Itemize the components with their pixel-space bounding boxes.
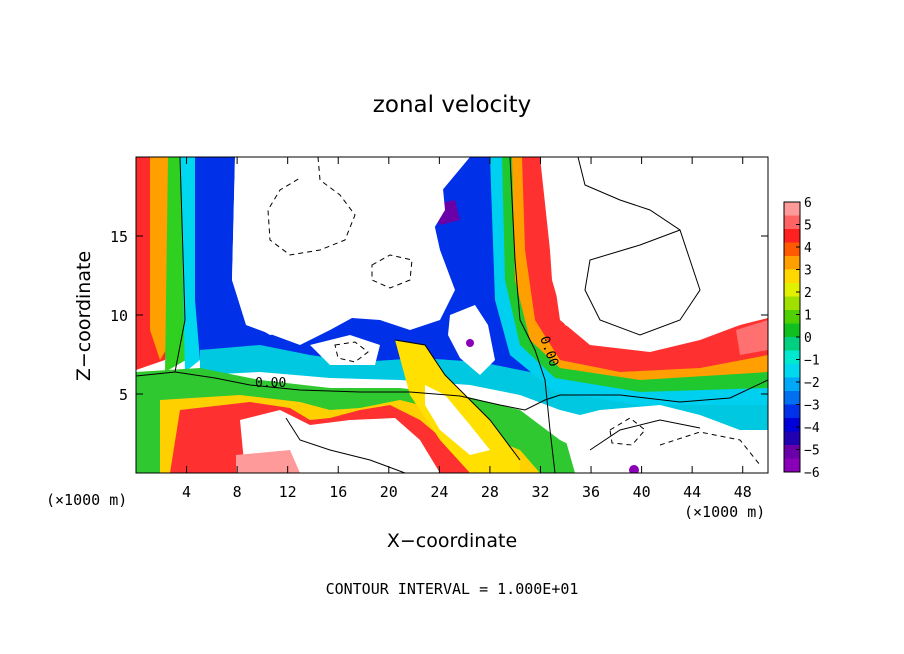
colorbar-tick-label: 4 — [804, 241, 812, 256]
x-tick-label: 16 — [329, 483, 347, 501]
contour-label-zero-left: 0.00 — [255, 376, 286, 391]
colorbar-tick-label: −3 — [804, 399, 820, 414]
x-axis: 4 8 12 16 20 24 28 32 36 40 44 48 — [182, 157, 752, 501]
colorbar-swatch — [784, 229, 800, 243]
contour-neg-top — [267, 157, 356, 256]
contour-zero-main — [174, 371, 768, 411]
x-tick-label: 40 — [633, 483, 651, 501]
x-tick-label: 36 — [582, 483, 600, 501]
field-region-white-right — [545, 157, 768, 345]
chart-title: zonal velocity — [373, 92, 531, 118]
y-tick-label: 15 — [110, 228, 128, 246]
colorbar-tick-label: 6 — [804, 196, 812, 211]
x-tick-label: 28 — [481, 483, 499, 501]
contour-solid-right — [577, 157, 701, 336]
colorbar-swatch — [784, 431, 800, 446]
colorbar-swatch — [784, 377, 800, 392]
colorbar-tick-label: −1 — [804, 354, 820, 369]
colorbar-tick-label: −4 — [804, 421, 820, 436]
colorbar-swatch — [784, 215, 800, 230]
colorbar-tick-label: 5 — [804, 219, 812, 234]
colorbar-swatch — [784, 256, 800, 270]
contour-solid-lens — [394, 339, 521, 461]
x-axis-label: X−coordinate — [387, 530, 517, 552]
colorbar-swatch — [784, 445, 800, 459]
colorbar: 6 5 4 3 2 1 0 −1 −2 −3 −4 −5 −6 — [783, 196, 820, 481]
x-tick-label: 48 — [734, 483, 752, 501]
contour-interval-footer: CONTOUR INTERVAL = 1.000E+01 — [326, 580, 579, 598]
colorbar-swatch — [784, 418, 800, 432]
contour-neg-oval — [371, 254, 413, 289]
field-region-center-white-lens — [425, 385, 490, 455]
colorbar-swatch — [784, 458, 800, 473]
y-axis-label: Z−coordinate — [73, 251, 95, 381]
contour-lines — [136, 157, 768, 473]
colorbar-tick-label: 3 — [804, 264, 812, 279]
colorbar-tick-label: −6 — [804, 466, 820, 481]
contour-dashed — [267, 157, 761, 466]
colorbar-swatch — [784, 310, 800, 324]
contour-solid-lowleft — [285, 417, 406, 473]
x-tick-label: 44 — [683, 483, 701, 501]
colorbar-swatch — [784, 404, 800, 419]
x-axis-unit-left: (×1000 m) — [46, 491, 127, 509]
colorbar-swatch — [784, 269, 800, 284]
colorbar-swatch — [784, 283, 800, 297]
x-tick-label: 20 — [380, 483, 398, 501]
contour-neg-lowright — [609, 417, 646, 446]
x-axis-unit-right: (×1000 m) — [684, 503, 765, 521]
colorbar-swatch — [784, 391, 800, 405]
colorbar-swatch — [784, 296, 800, 311]
x-tick-label: 12 — [279, 483, 297, 501]
contour-marker-bottom — [629, 465, 639, 473]
contour-neg-bottom — [659, 431, 761, 466]
colorbar-swatch — [784, 202, 800, 216]
colorbar-swatch — [784, 337, 800, 351]
field-region-pink-lower — [236, 450, 300, 473]
x-tick-label: 32 — [531, 483, 549, 501]
x-tick-label: 8 — [233, 483, 242, 501]
x-tick-label: 4 — [182, 483, 191, 501]
velocity-field: 0.00 0.00 — [136, 157, 768, 473]
colorbar-swatch — [784, 350, 800, 365]
field-region-right-orange — [510, 157, 768, 385]
colorbar-tick-label: 1 — [804, 309, 812, 324]
colorbar-tick-label: 0 — [804, 331, 812, 346]
colorbar-swatch — [784, 364, 800, 378]
contour-zero-left — [136, 157, 186, 377]
y-axis: 5 10 15 — [110, 228, 768, 404]
field-region-right-lower-red — [736, 320, 768, 355]
contour-marker — [466, 339, 474, 347]
contour-solid-bottomright — [589, 419, 701, 451]
colorbar-tick-label: 2 — [804, 286, 812, 301]
contour-neg-small — [334, 341, 369, 363]
colorbar-tick-label: −5 — [804, 444, 820, 459]
field-region-white-lowerright — [560, 405, 768, 473]
contour-zero-vertical — [509, 157, 556, 473]
field-region-white-small — [310, 335, 380, 365]
field-region-white-topleft — [232, 157, 445, 335]
x-tick-label: 24 — [430, 483, 448, 501]
colorbar-swatch — [784, 242, 800, 257]
y-tick-label: 5 — [119, 386, 128, 404]
y-tick-label: 10 — [110, 307, 128, 325]
field-region-center-yellow — [395, 340, 520, 473]
colorbar-swatch — [784, 323, 800, 338]
colorbar-tick-label: −2 — [804, 376, 820, 391]
